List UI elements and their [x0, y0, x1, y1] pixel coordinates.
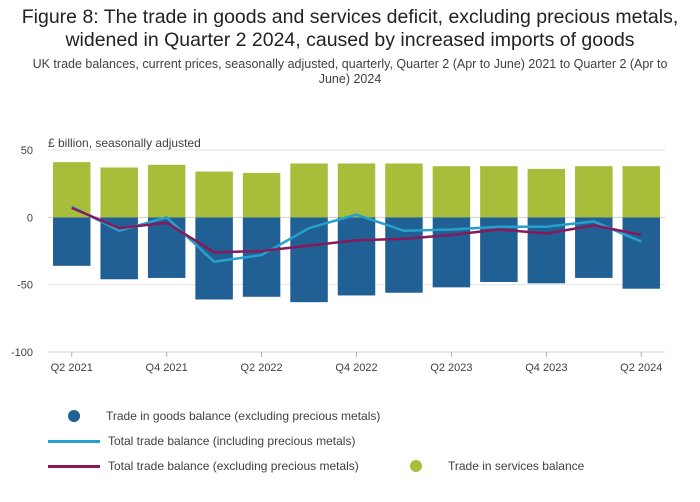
- y-tick-label: -100: [11, 347, 33, 359]
- goods-bar[interactable]: [622, 217, 661, 289]
- goods-bar[interactable]: [195, 217, 233, 300]
- services-bar[interactable]: [575, 166, 613, 218]
- legend-item-total-incl[interactable]: Total trade balance (including precious …: [48, 434, 355, 448]
- legend-item-goods[interactable]: Trade in goods balance (excluding precio…: [68, 409, 380, 423]
- legend-item-services[interactable]: Trade in services balance: [410, 459, 584, 473]
- x-tick-label: Q4 2021: [146, 362, 188, 374]
- services-bar[interactable]: [337, 163, 376, 218]
- legend-goods-dot-icon: [68, 410, 80, 422]
- lines: [71, 205, 642, 264]
- legend-total-excl-line-icon: [48, 464, 100, 468]
- y-axis-unit-label: £ billion, seasonally adjusted: [48, 136, 201, 150]
- legend-total-excl-label: Total trade balance (excluding precious …: [108, 459, 359, 473]
- services-bar[interactable]: [622, 166, 661, 218]
- x-tick-label: Q4 2023: [525, 362, 567, 374]
- y-tick-label: 0: [27, 212, 33, 224]
- trade-balance-chart: 500-50-100 Q2 2021 Q4 2021 Q2 2022 Q4 2022 Q…: [11, 145, 665, 374]
- x-tick-label: Q2 2022: [240, 362, 282, 374]
- goods-bar[interactable]: [147, 217, 186, 278]
- y-tick-label: -50: [17, 280, 33, 292]
- goods-bar[interactable]: [52, 217, 91, 266]
- total-excl-line[interactable]: [71, 206, 642, 254]
- x-tick-label: Q2 2021: [51, 362, 93, 374]
- chart-title-line-2: widened in Quarter 2 2024, caused by inc…: [65, 29, 635, 51]
- x-tick-label: Q2 2023: [430, 362, 472, 374]
- legend-goods-label: Trade in goods balance (excluding precio…: [106, 409, 381, 423]
- services-bar[interactable]: [242, 172, 281, 218]
- x-tick-label: Q4 2022: [335, 362, 377, 374]
- services-bar[interactable]: [480, 166, 518, 218]
- services-bar[interactable]: [385, 163, 423, 218]
- y-axis-ticks: 50 0 -50 -100: [11, 145, 33, 359]
- total-incl-line[interactable]: [71, 205, 642, 264]
- services-bar[interactable]: [100, 167, 138, 218]
- services-bar[interactable]: [432, 166, 471, 218]
- x-tick-label: Q2 2024: [620, 362, 662, 374]
- legend-total-incl-line-icon: [48, 439, 100, 443]
- legend-services-dot-icon: [410, 460, 422, 472]
- chart-title: Figure 8: The trade in goods and service…: [0, 6, 700, 52]
- legend-total-incl-label: Total trade balance (including precious …: [108, 434, 356, 448]
- chart-subtitle: UK trade balances, current prices, seaso…: [32, 57, 668, 86]
- services-bar[interactable]: [527, 168, 566, 218]
- goods-bar[interactable]: [527, 217, 566, 284]
- legend-item-total-excl[interactable]: Total trade balance (excluding precious …: [48, 459, 359, 473]
- services-bar[interactable]: [195, 171, 233, 218]
- services-bar[interactable]: [147, 164, 186, 218]
- legend-services-label: Trade in services balance: [448, 459, 585, 473]
- goods-bar[interactable]: [385, 217, 423, 293]
- bars: [52, 162, 661, 303]
- goods-bar[interactable]: [290, 217, 328, 303]
- x-axis-ticks: Q2 2021 Q4 2021 Q2 2022 Q4 2022 Q2 2023 Q4 20…: [48, 351, 665, 374]
- chart-title-line-1: Figure 8: The trade in goods and service…: [21, 6, 679, 28]
- y-tick-label: 50: [21, 145, 33, 157]
- services-bar[interactable]: [290, 163, 328, 218]
- goods-bar[interactable]: [337, 217, 376, 296]
